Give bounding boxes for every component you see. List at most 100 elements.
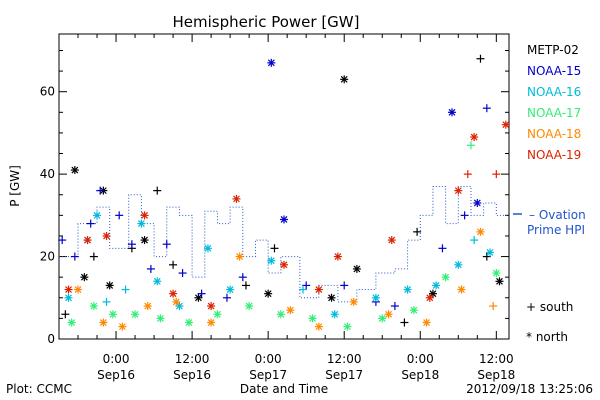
noaa-18-point [384,310,393,319]
noaa-19-point [454,186,463,195]
y-tick-label: 0 [47,332,55,346]
metp-02-point [153,186,162,195]
noaa-19-point [280,260,288,269]
chart-title: Hemispheric Power [GW] [173,13,360,31]
metp-02-point [340,75,349,84]
noaa-19-point [140,211,149,220]
x-tick-label-date: Sep16 [173,368,211,382]
x-tick-label-time: 0:00 [407,352,434,366]
noaa-16-point [403,285,412,294]
x-tick-label-time: 0:00 [255,352,282,366]
noaa-16-point [153,277,162,286]
noaa-15-point [70,252,79,261]
noaa-17-point [184,318,193,327]
legend-entry-noaa-15: NOAA-15 [527,64,581,78]
metp-02-point [428,289,437,298]
noaa-15-point [127,240,136,249]
noaa-19-point [425,293,434,302]
x-tick-label-time: 0:00 [103,352,130,366]
ovation-step-line [59,186,509,303]
noaa-16-point [226,285,235,294]
noaa-18-point [349,297,358,306]
noaa-19-point [470,133,479,142]
noaa-15-point [115,211,124,220]
noaa-15-point [460,211,469,220]
legend-ovation-label: – Ovation [529,208,586,222]
metp-02-point [89,252,98,261]
noaa-16-point [93,211,102,220]
noaa-17-point [492,269,501,278]
noaa-19-point [463,170,472,179]
legend-entry-noaa-18: NOAA-18 [527,127,581,141]
noaa-16-point [454,260,463,269]
metp-02-point [413,227,422,236]
noaa-18-point [99,318,108,327]
noaa-15-point [222,293,231,302]
noaa-15-point [178,269,187,278]
noaa-17-point [466,141,475,150]
y-tick-label: 40 [40,167,55,181]
noaa-17-point [245,302,254,311]
noaa-16-point [203,244,212,253]
metp-02-point [495,277,504,286]
metp-02-point [327,293,336,302]
noaa-18-point [476,227,485,236]
noaa-16-point [432,281,441,290]
metp-02-point [270,244,279,253]
metp-02-point [105,281,114,290]
noaa-15-point [438,244,447,253]
noaa-15-point [447,108,456,117]
y-axis-label: P [GW] [8,165,22,207]
noaa-15-point [238,273,247,282]
y-tick-label: 60 [40,85,55,99]
noaa-19-point [333,252,342,261]
legend-entry-noaa-16: NOAA-16 [527,85,581,99]
x-axis-label: Date and Time [240,382,328,396]
noaa-17-point [131,310,140,319]
noaa-15-point [58,236,67,245]
noaa-18-point [314,322,323,331]
x-tick-label-date: Sep18 [401,368,439,382]
noaa-15-point [340,281,349,290]
noaa-15-point [162,240,171,249]
noaa-19-point [207,302,216,311]
noaa-16-point [102,297,111,306]
noaa-17-point [308,314,317,323]
x-tick-label-date: Sep16 [97,368,135,382]
noaa-16-point [137,219,146,228]
noaa-18-point [489,302,498,311]
noaa-18-point [286,306,295,315]
noaa-18-point [422,318,431,327]
noaa-17-point [213,310,222,319]
noaa-19-point [387,236,396,245]
noaa-15-point [86,219,95,228]
x-tick-label-time: 12:00 [175,352,210,366]
x-tick-label-date: Sep17 [325,368,363,382]
metp-02-point [264,289,273,298]
metp-02-point [352,264,361,273]
plot-credit: Plot: CCMC [6,382,72,396]
metp-02-point [241,281,250,290]
noaa-19-point [64,285,73,294]
noaa-19-point [102,231,111,240]
legend-ovation-label-2: Prime HPI [527,223,585,237]
noaa-16-point [267,256,276,265]
noaa-15-point [473,198,482,207]
metp-02-point [400,318,409,327]
metp-02-point [482,252,491,261]
noaa-15-point [280,215,288,224]
x-tick-label-date: Sep17 [249,368,287,382]
noaa-15-point [390,302,399,311]
data-points [58,54,510,331]
noaa-19-point [83,236,92,245]
metp-02-point [80,273,89,282]
noaa-15-point [267,58,276,67]
y-tick-label: 20 [40,250,55,264]
noaa-15-point [96,186,105,195]
noaa-18-point [207,318,216,327]
noaa-17-point [89,302,98,311]
noaa-17-point [156,314,165,323]
ovation-series [59,186,509,303]
noaa-15-point [302,281,311,290]
noaa-15-point [146,264,155,273]
